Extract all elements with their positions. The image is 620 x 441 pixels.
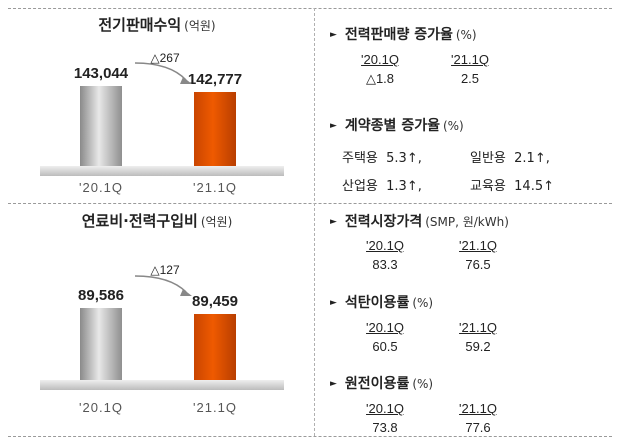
- bullet-triangle-icon: ►: [330, 121, 337, 131]
- bullet-triangle-icon: ►: [330, 379, 337, 389]
- fuel-cost-chart: 89,586 '20.1Q 89,459 '21.1Q △127: [40, 263, 284, 415]
- usage-residential: 주택용 5.3↑,: [342, 151, 422, 166]
- panel2-unit: (억원): [200, 215, 233, 229]
- column-divider: [314, 8, 315, 436]
- value-label: 89,586: [78, 287, 124, 304]
- panel2-title: 연료비·전력구입비 (억원): [0, 210, 314, 231]
- sales-growth-label-2: '21.1Q: [451, 52, 489, 67]
- category-label: '21.1Q: [193, 180, 237, 195]
- value-label: 142,777: [188, 71, 242, 88]
- panel1-unit: (억원): [184, 19, 216, 33]
- bullet-triangle-icon: ►: [330, 298, 337, 308]
- coal-label-2: '21.1Q: [459, 320, 497, 335]
- smp-label-1: '20.1Q: [366, 238, 404, 253]
- contract-growth-title: ► 계약종별 증가율 (%): [330, 118, 464, 134]
- bottom-border: [8, 436, 612, 437]
- nuclear-value-1: 73.8: [372, 420, 398, 435]
- change-arrow: [134, 275, 187, 293]
- category-label: '20.1Q: [79, 180, 123, 195]
- nuclear-title: ► 원전이용률 (%): [330, 376, 434, 392]
- smp-value-1: 83.3: [372, 257, 398, 272]
- category-label: '21.1Q: [193, 400, 237, 415]
- usage-industrial: 산업용 1.3↑,: [342, 179, 422, 194]
- smp-title: ► 전력시장가격 (SMP, 원/kWh): [330, 214, 509, 230]
- bullet-triangle-icon: ►: [330, 217, 337, 227]
- panel1-title-text: 전기판매수익: [98, 16, 182, 34]
- change-label: △267: [150, 51, 180, 65]
- sales-growth-value-1: △1.8: [365, 71, 395, 86]
- smp-value-2: 76.5: [465, 257, 491, 272]
- change-label: △127: [150, 263, 180, 277]
- nuclear-value-2: 77.6: [465, 420, 491, 435]
- coal-title: ► 석탄이용률 (%): [330, 295, 434, 311]
- coal-value-2: 59.2: [465, 339, 491, 354]
- coal-label-1: '20.1Q: [366, 320, 404, 335]
- value-label: 89,459: [192, 293, 238, 310]
- nuclear-label-2: '21.1Q: [459, 401, 497, 416]
- panel1-title: 전기판매수익 (억원): [0, 14, 314, 35]
- arrow-head-icon: [180, 77, 192, 84]
- top-border: [8, 8, 612, 9]
- arrow-head-icon: [180, 289, 192, 296]
- bar-q1-2020: [80, 86, 122, 166]
- sales-growth-value-2: 2.5: [460, 71, 480, 86]
- revenue-chart: 143,044 '20.1Q 142,777 '21.1Q △267: [40, 51, 284, 195]
- sales-growth-label-1: '20.1Q: [361, 52, 399, 67]
- floor-platform: [40, 166, 284, 176]
- smp-label-2: '21.1Q: [459, 238, 497, 253]
- value-label: 143,044: [74, 65, 129, 82]
- bar-q1-2021: [194, 314, 236, 380]
- bar-q1-2021: [194, 92, 236, 166]
- bar-q1-2020: [80, 308, 122, 380]
- mid-border: [8, 203, 612, 204]
- bullet-triangle-icon: ►: [330, 30, 337, 40]
- coal-value-1: 60.5: [372, 339, 398, 354]
- category-label: '20.1Q: [79, 400, 123, 415]
- usage-general: 일반용 2.1↑,: [470, 151, 550, 166]
- panel2-title-text: 연료비·전력구입비: [81, 212, 198, 230]
- usage-education: 교육용 14.5↑: [470, 179, 554, 194]
- floor-platform: [40, 380, 284, 390]
- nuclear-label-1: '20.1Q: [366, 401, 404, 416]
- sales-growth-title: ► 전력판매량 증가율 (%): [330, 27, 477, 43]
